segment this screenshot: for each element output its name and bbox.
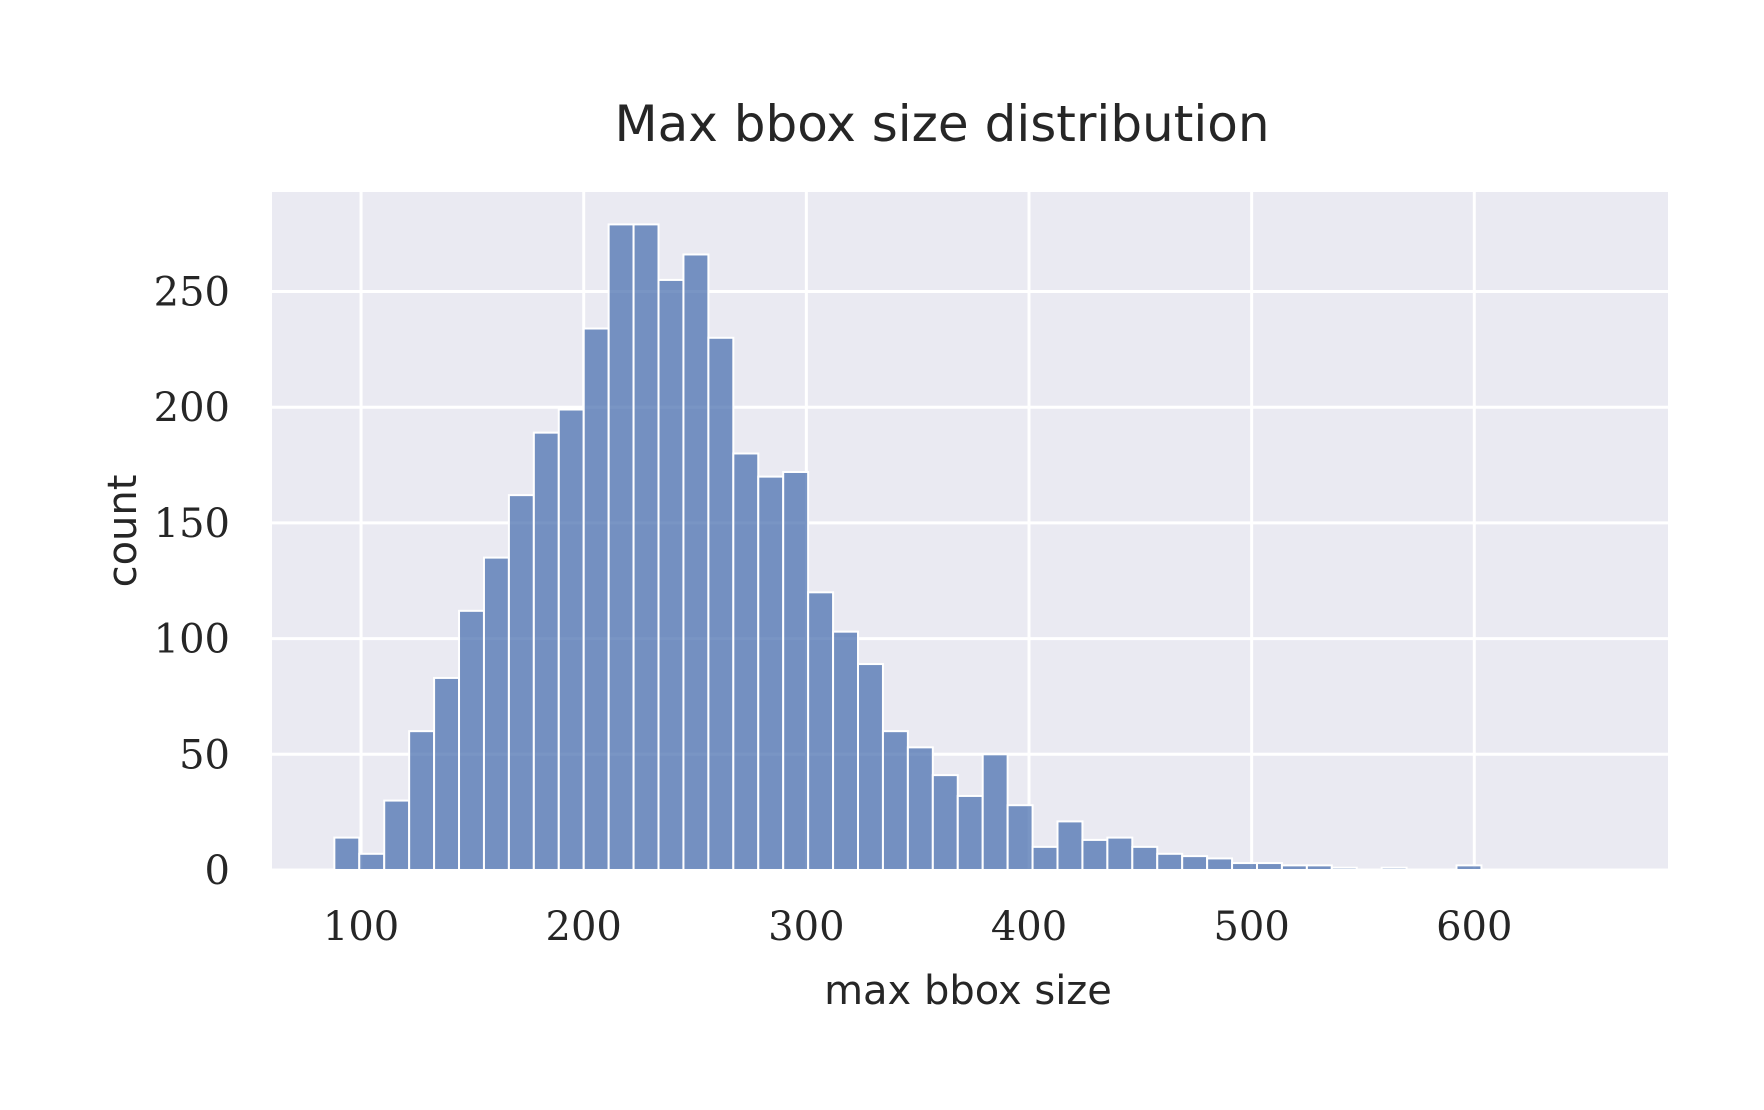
histogram-bar bbox=[1081, 838, 1109, 872]
x-tick-label: 500 bbox=[1213, 904, 1289, 950]
histogram-bar bbox=[607, 223, 635, 872]
histogram-bar bbox=[507, 494, 535, 871]
histogram-bar bbox=[832, 630, 860, 871]
y-tick-label: 150 bbox=[154, 501, 230, 547]
histogram-bar bbox=[482, 556, 510, 871]
histogram-bar bbox=[732, 452, 760, 871]
histogram-bar bbox=[707, 336, 735, 871]
histogram-bar bbox=[857, 663, 884, 872]
histogram-bar bbox=[433, 676, 461, 871]
histogram-bar bbox=[383, 799, 411, 871]
x-axis-ticks: 100 200 300 400 500 600 bbox=[323, 904, 1513, 950]
y-axis-ticks: 0 50 100 150 200 250 bbox=[154, 270, 230, 894]
histogram-bar bbox=[557, 408, 585, 871]
histogram-bar bbox=[1280, 864, 1308, 871]
x-axis-label: max bbox size bbox=[824, 968, 1112, 1014]
y-tick-label: 100 bbox=[154, 617, 230, 663]
histogram-bar bbox=[1106, 836, 1134, 872]
x-tick-label: 300 bbox=[768, 904, 844, 950]
y-tick-label: 0 bbox=[205, 848, 230, 894]
histogram-bar bbox=[981, 753, 1009, 872]
histogram-bar bbox=[1031, 845, 1059, 871]
histogram-bar bbox=[782, 470, 810, 871]
y-axis-label: count bbox=[100, 475, 146, 588]
histogram-bar bbox=[881, 730, 909, 871]
histogram-bar bbox=[1455, 864, 1483, 871]
chart-title: Max bbox size distribution bbox=[614, 95, 1269, 153]
histogram-bar bbox=[906, 746, 934, 871]
histogram-bar bbox=[1255, 862, 1283, 872]
histogram-bar bbox=[931, 774, 959, 871]
histogram-bar bbox=[1206, 857, 1234, 872]
histogram-bar bbox=[1056, 820, 1084, 871]
x-tick-label: 600 bbox=[1436, 904, 1512, 950]
histogram-bar bbox=[1305, 864, 1333, 871]
y-tick-label: 200 bbox=[154, 385, 230, 431]
histogram-bar bbox=[333, 836, 361, 872]
histogram-bar bbox=[807, 591, 835, 871]
histogram-bar bbox=[632, 223, 660, 872]
y-tick-label: 50 bbox=[179, 732, 230, 778]
histogram-bar bbox=[1231, 862, 1258, 872]
histogram-bar bbox=[1380, 866, 1408, 872]
histogram-bar bbox=[956, 794, 984, 871]
y-tick-label: 250 bbox=[154, 270, 230, 316]
x-tick-label: 200 bbox=[546, 904, 622, 950]
histogram-bar bbox=[458, 609, 485, 871]
histogram-bar bbox=[757, 475, 785, 871]
histogram-bar bbox=[582, 327, 610, 872]
x-tick-label: 100 bbox=[323, 904, 399, 950]
histogram-bar bbox=[1181, 855, 1209, 871]
histogram-bar bbox=[408, 730, 436, 871]
histogram-bar bbox=[682, 253, 710, 871]
histogram-bar bbox=[1131, 845, 1159, 871]
histogram-bar bbox=[1006, 804, 1034, 871]
histogram-bar bbox=[532, 431, 560, 871]
histogram-bar bbox=[358, 852, 386, 872]
histogram-bars bbox=[333, 223, 1483, 872]
x-tick-label: 400 bbox=[991, 904, 1067, 950]
histogram-bar bbox=[1330, 866, 1358, 872]
histogram-bar bbox=[1156, 852, 1184, 872]
histogram-bar bbox=[657, 278, 685, 871]
